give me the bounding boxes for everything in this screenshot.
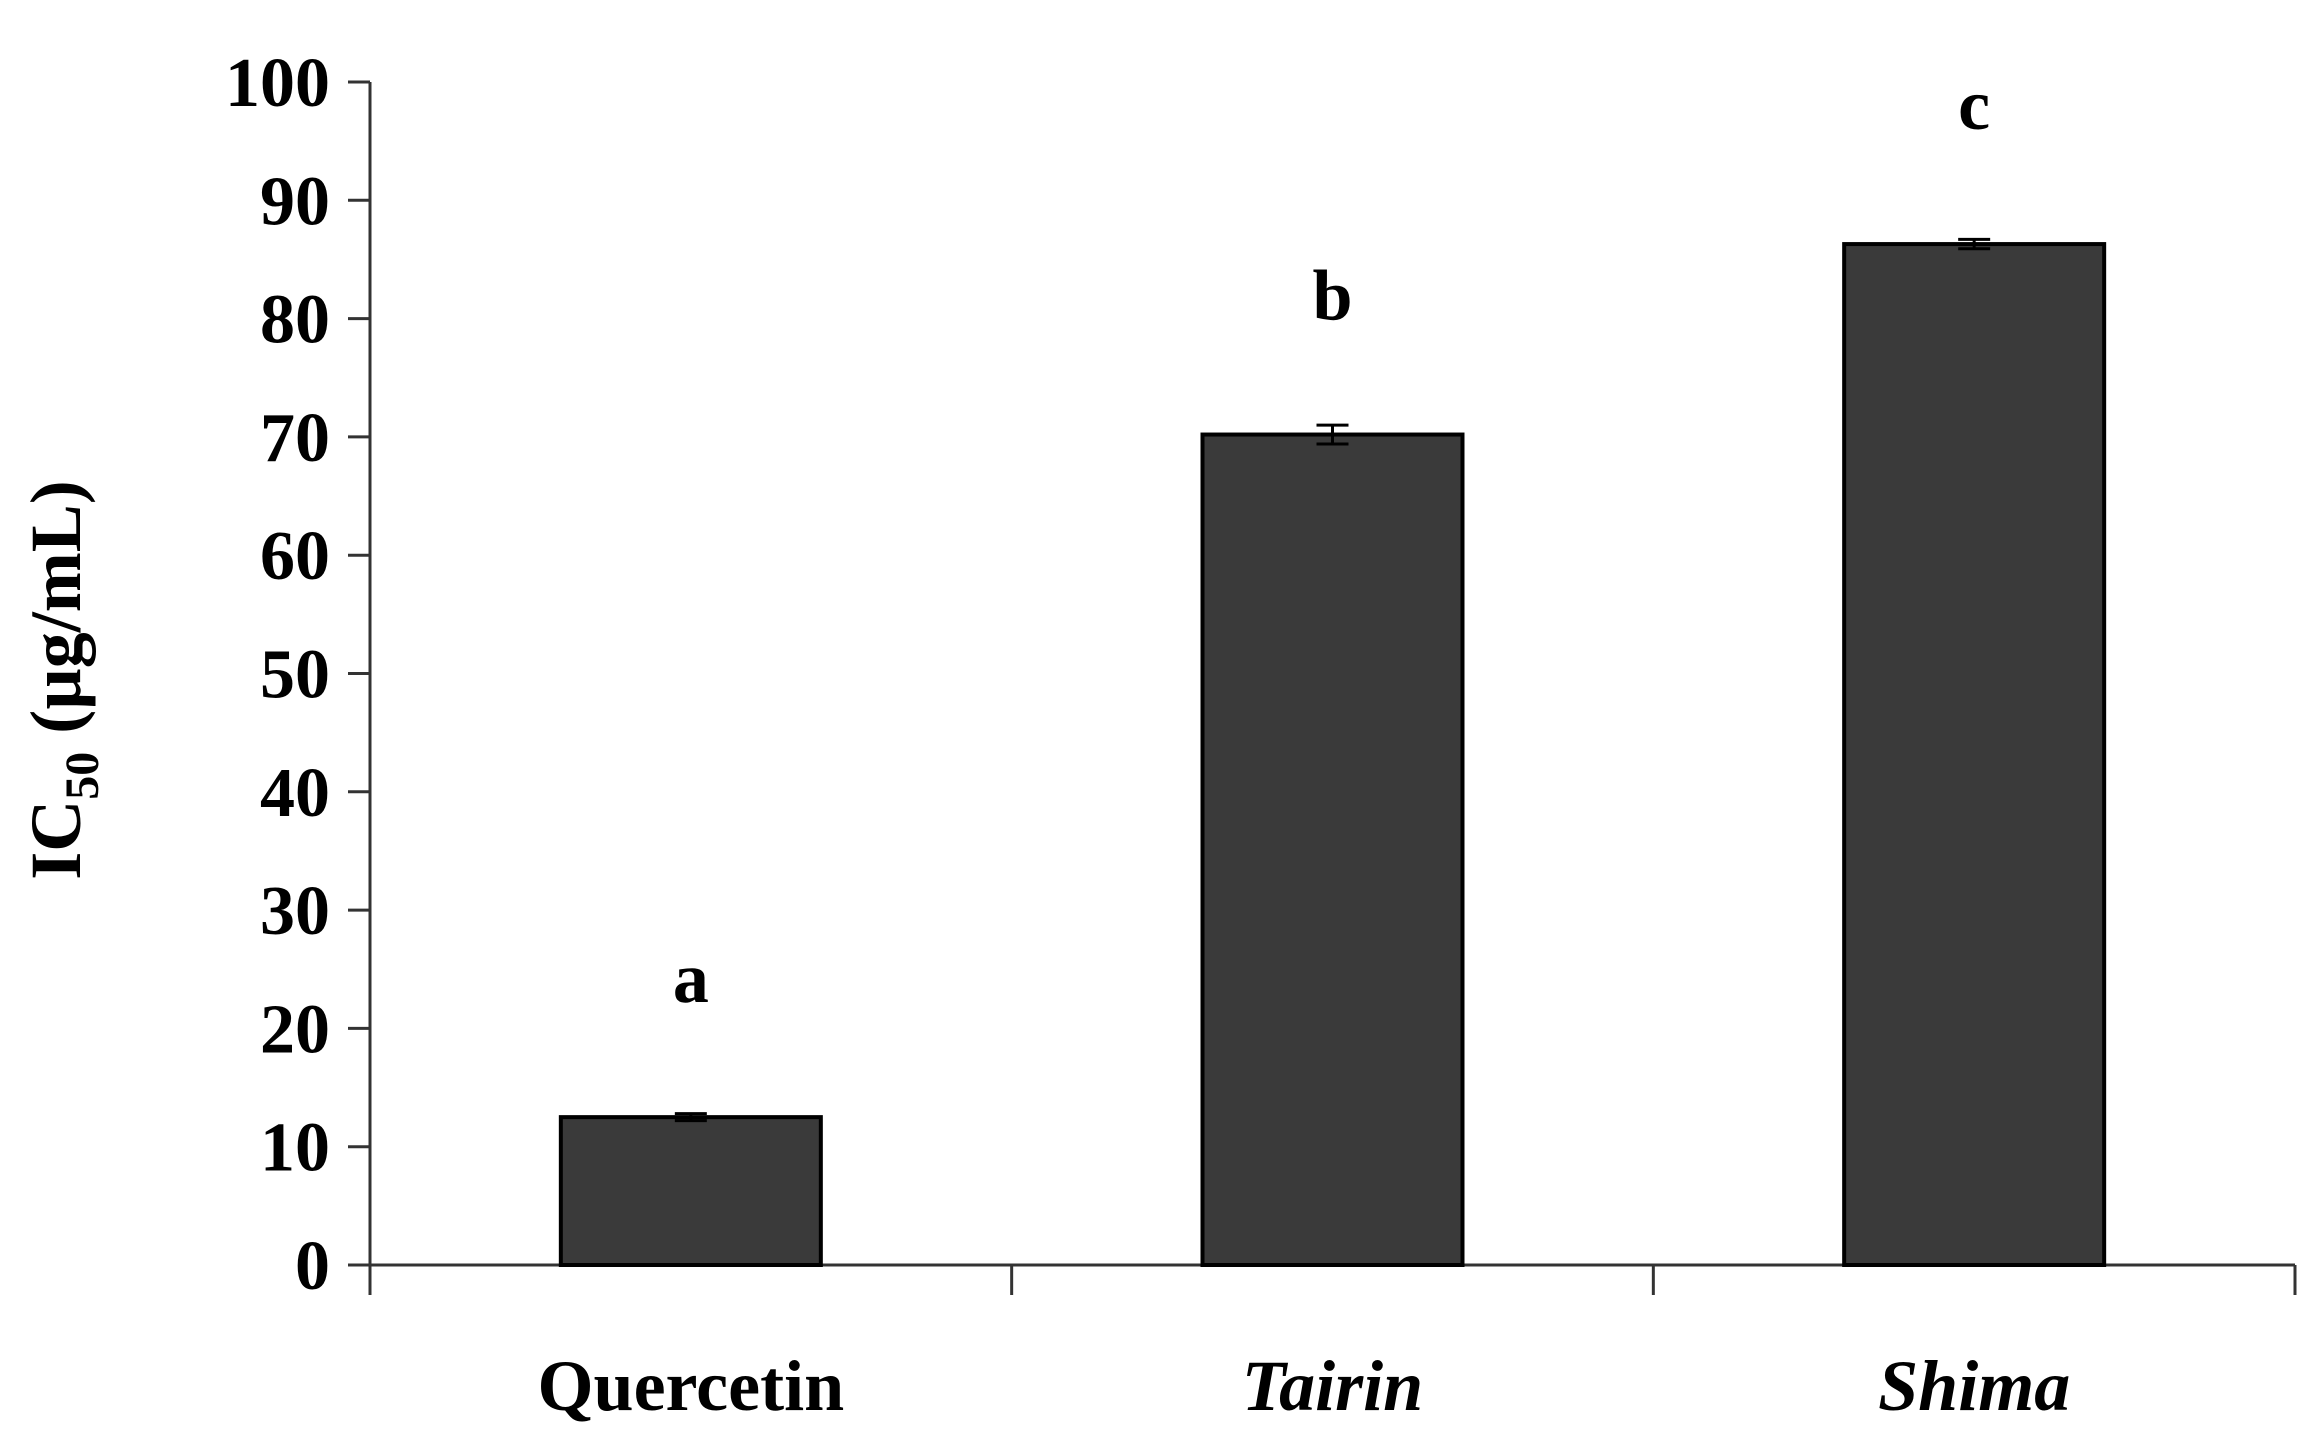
- bars: [558, 237, 2107, 1268]
- y-tick-label: 60: [260, 518, 330, 595]
- y-tick-label: 90: [260, 163, 330, 240]
- bar-shima: [1842, 242, 2107, 1268]
- y-tick-label: 10: [260, 1110, 330, 1187]
- y-tick-label: 20: [260, 991, 330, 1068]
- bar-tairin: [1200, 432, 1465, 1267]
- y-tick-label: 100: [225, 45, 330, 122]
- bar-quercetin: [558, 1115, 823, 1267]
- y-tick-label: 30: [260, 873, 330, 950]
- x-tick-label: Tairin: [1242, 1346, 1423, 1426]
- y-axis-title: IC50 (µg/mL): [16, 480, 109, 879]
- y-tick-label: 0: [295, 1228, 330, 1305]
- y-tick-label: 70: [260, 400, 330, 477]
- y-tick-label: 40: [260, 755, 330, 832]
- labels: 0 10 20 30 40 50 60 70 80 90 100 Quercetin a Tairin b S…: [225, 45, 2070, 1426]
- y-tick-label: 50: [260, 637, 330, 714]
- significance-letter: b: [1312, 256, 1352, 336]
- significance-letter: c: [1958, 65, 1990, 145]
- x-tick-label: Quercetin: [538, 1346, 845, 1426]
- x-tick-label: Shima: [1878, 1346, 2070, 1426]
- y-tick-label: 80: [260, 282, 330, 359]
- significance-letter: a: [673, 938, 709, 1018]
